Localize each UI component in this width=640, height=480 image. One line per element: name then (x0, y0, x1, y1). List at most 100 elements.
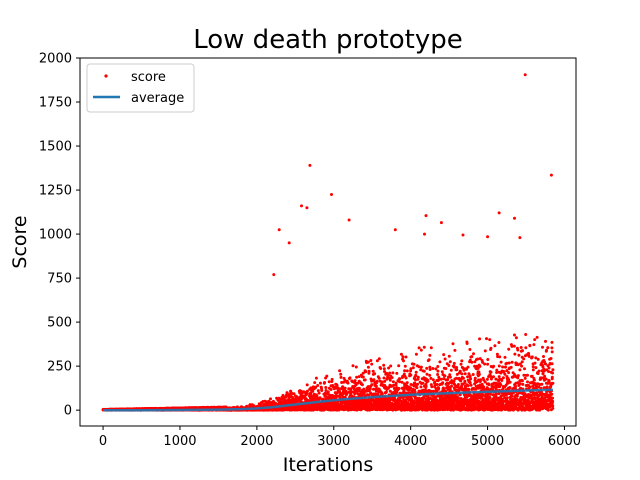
score-point (476, 357, 480, 361)
score-point (416, 382, 419, 386)
score-point (292, 392, 296, 396)
score-point (363, 378, 367, 382)
score-point (382, 363, 386, 367)
score-point (380, 392, 384, 396)
score-point (463, 381, 467, 384)
score-point (323, 394, 327, 398)
score-point (460, 372, 464, 376)
score-point (364, 370, 368, 374)
score-point (404, 355, 408, 359)
score-point (389, 364, 393, 368)
score-point (367, 385, 371, 389)
score-point (443, 357, 447, 361)
score-point (348, 376, 352, 380)
score-point (422, 396, 426, 400)
score-point (314, 385, 318, 389)
score-point (427, 358, 431, 362)
score-point (326, 390, 330, 394)
score-point (318, 381, 322, 385)
score-point (357, 375, 361, 379)
score-point (354, 365, 358, 369)
score-point (436, 365, 440, 368)
score-point (305, 383, 309, 387)
score-point (377, 357, 381, 361)
score-point (435, 383, 439, 386)
score-point (483, 349, 487, 353)
score-point (451, 342, 455, 346)
score-point (316, 389, 320, 393)
score-point (430, 385, 434, 389)
score-point (429, 346, 433, 350)
score-point (398, 377, 402, 381)
score-point (366, 365, 370, 369)
score-point (362, 391, 366, 395)
score-point (366, 360, 370, 364)
score-point (397, 364, 401, 368)
score-point (402, 372, 406, 376)
score-point (327, 380, 331, 384)
score-point (461, 376, 465, 380)
score-point (472, 352, 475, 356)
score-point (409, 373, 413, 377)
score-point (447, 364, 451, 367)
score-point (452, 361, 456, 365)
score-point (361, 371, 365, 375)
score-point (371, 369, 375, 373)
score-point (463, 372, 467, 376)
score-point (339, 375, 343, 379)
score-point (285, 391, 289, 395)
score-point (394, 381, 398, 385)
score-point (349, 387, 353, 391)
score-point (466, 365, 470, 369)
score-point (314, 376, 318, 380)
score-point (425, 372, 429, 376)
score-point (456, 383, 460, 386)
score-point (459, 362, 463, 366)
score-point (467, 387, 471, 391)
score-point (405, 369, 409, 373)
score-point (469, 377, 473, 381)
score-point (444, 367, 448, 370)
chart-title: Low death prototype (193, 25, 463, 55)
score-point (320, 389, 324, 392)
score-point (339, 372, 343, 376)
score-point (318, 396, 322, 400)
score-point (360, 383, 364, 387)
score-point (353, 379, 357, 383)
score-point (311, 389, 315, 393)
score-point (466, 384, 470, 388)
score-point (428, 373, 432, 377)
score-point (448, 375, 452, 379)
score-point (401, 374, 405, 378)
score-point (337, 387, 341, 391)
score-point (343, 386, 347, 390)
score-point (372, 378, 376, 382)
score-point (383, 379, 387, 383)
score-point (409, 386, 413, 390)
score-point (374, 384, 378, 388)
score-point (317, 391, 321, 395)
score-point (329, 388, 333, 391)
score-point (324, 389, 328, 392)
score-point (470, 360, 474, 364)
score-point (458, 369, 462, 373)
score-point (468, 348, 472, 351)
score-point (414, 370, 418, 374)
score-point (485, 337, 488, 341)
score-point (367, 393, 371, 397)
score-point (346, 381, 350, 385)
score-point (388, 378, 392, 382)
score-point (409, 383, 413, 386)
score-point (436, 373, 440, 376)
score-point (422, 345, 426, 349)
score-point (323, 381, 326, 384)
score-point (421, 381, 425, 385)
score-point (398, 380, 402, 384)
score-point (419, 368, 423, 372)
score-point (361, 375, 365, 379)
score-point (415, 386, 419, 390)
score-point (403, 369, 407, 373)
score-point (428, 353, 432, 357)
score-point (324, 386, 328, 389)
